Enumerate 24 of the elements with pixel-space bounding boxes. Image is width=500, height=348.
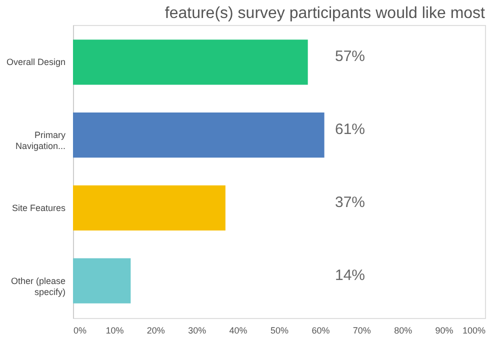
bar: [73, 112, 324, 158]
data-label: 14%: [335, 266, 366, 284]
x-tick-label: 0%: [74, 326, 87, 336]
y-tick-label: Site Features: [12, 202, 66, 213]
x-tick-label: 90%: [435, 326, 454, 336]
y-tick-label: Other (please specify): [10, 276, 66, 297]
x-tick-label: 20%: [146, 326, 165, 336]
bar: [73, 40, 308, 85]
x-tick-label: 40%: [229, 326, 248, 336]
x-tick-label: 70%: [352, 326, 371, 336]
bar: [73, 258, 131, 304]
bar: [73, 185, 226, 231]
data-label: 57%: [335, 48, 366, 66]
x-tick-label: 100%: [462, 326, 486, 336]
x-tick-label: 80%: [394, 326, 412, 336]
x-tick-label: 10%: [106, 326, 124, 336]
x-tick-label: 60%: [312, 326, 330, 336]
chart-title: feature(s) survey participants would like most: [164, 5, 486, 22]
data-label: 37%: [335, 194, 366, 211]
x-tick-label: 50%: [270, 326, 289, 336]
y-tick-label: Overall Design: [6, 57, 66, 68]
x-tick-label: 30%: [188, 326, 206, 336]
y-tick-label: Primary Navigation...: [15, 130, 66, 152]
data-label: 61%: [335, 121, 366, 138]
